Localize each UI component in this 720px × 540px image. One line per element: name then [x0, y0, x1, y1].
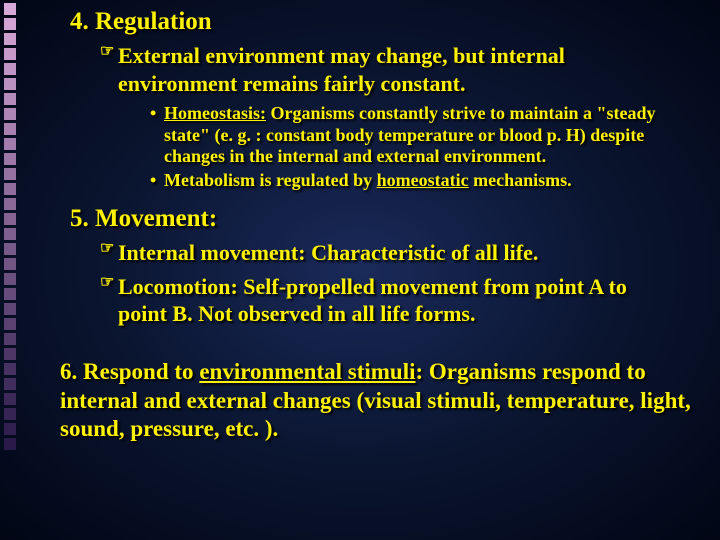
internal-movement-body: Characteristic of all life. — [306, 240, 539, 265]
environmental-stimuli-term: environmental stimuli — [199, 359, 415, 384]
bullet-icon: • — [150, 103, 164, 125]
pointer-icon: ☞ — [100, 239, 118, 259]
homeostasis-term: Homeostasis: — [164, 103, 266, 123]
section-4-sub2a: •Homeostasis: Organisms constantly striv… — [150, 103, 700, 168]
locomotion-term: Locomotion: — [118, 274, 238, 299]
bullet-icon: • — [150, 170, 164, 192]
internal-movement-term: Internal movement: — [118, 240, 306, 265]
section-4-heading: 4. Regulation — [70, 8, 700, 36]
metabolism-pre: Metabolism is regulated by — [164, 170, 377, 190]
pointer-icon: ☞ — [100, 42, 118, 62]
metabolism-post: mechanisms. — [469, 170, 572, 190]
section-4-sub2b: •Metabolism is regulated by homeostatic … — [150, 170, 700, 192]
section-6-heading: 6. Respond to environmental stimuli: Org… — [60, 358, 700, 444]
section-4-sub1-text: External environment may change, but int… — [118, 42, 678, 97]
section-4-sub1: ☞External environment may change, but in… — [100, 42, 700, 97]
section-5-sub1b: ☞Locomotion: Self-propelled movement fro… — [100, 273, 700, 328]
section-5-sub1a: ☞Internal movement: Characteristic of al… — [100, 239, 700, 267]
decorative-side-squares — [0, 0, 20, 540]
section-5-heading: 5. Movement: — [70, 205, 700, 233]
pointer-icon: ☞ — [100, 273, 118, 293]
homeostatic-term: homeostatic — [377, 170, 469, 190]
section-5-sub1a-text: Internal movement: Characteristic of all… — [118, 239, 678, 267]
slide-content: 4. Regulation ☞External environment may … — [70, 8, 700, 450]
section-4-sub2a-text: Homeostasis: Organisms constantly strive… — [164, 103, 684, 168]
section-6-pre: 6. Respond to — [60, 359, 199, 384]
section-4-sub2b-text: Metabolism is regulated by homeostatic m… — [164, 170, 684, 192]
section-5-sub1b-text: Locomotion: Self-propelled movement from… — [118, 273, 678, 328]
